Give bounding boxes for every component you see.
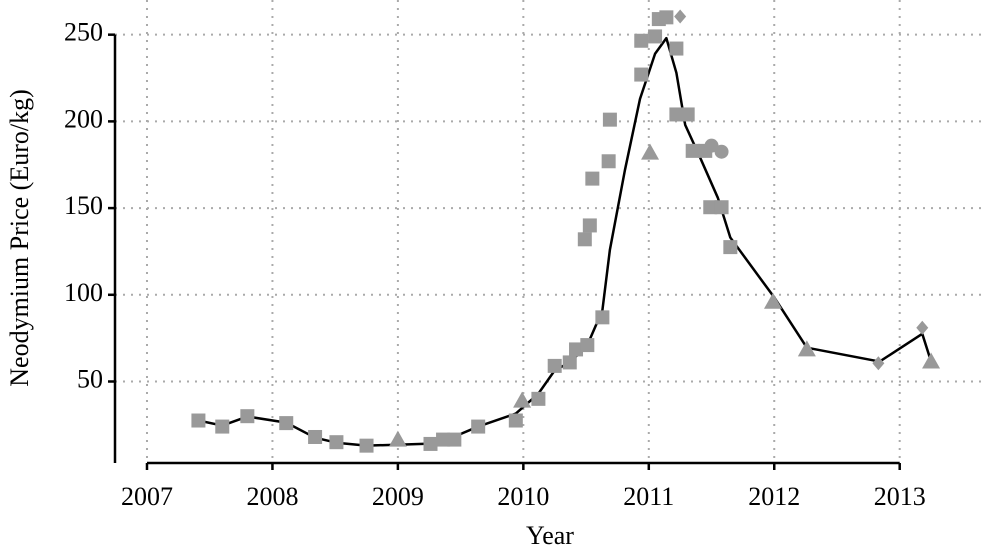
x-axis-label: Year [526,521,574,550]
y-tick-label: 200 [64,104,103,133]
y-axis-label: Neodymium Price (Euro/kg) [5,89,34,387]
diamond-marker [872,356,885,371]
x-tick-label: 2013 [874,482,926,511]
square-marker [279,416,294,431]
square-marker [359,438,374,453]
x-tick-label: 2010 [497,482,549,511]
square-marker [215,419,230,434]
square-marker [703,200,718,215]
square-marker [423,436,438,451]
circle-marker [714,144,729,159]
y-tick-label: 250 [64,18,103,47]
square-marker [669,107,684,122]
diamond-marker [916,320,929,335]
triangle-marker [922,352,941,369]
square-marker [240,409,255,424]
square-marker [585,171,600,186]
square-marker [714,200,729,215]
triangle-marker [763,292,782,309]
square-marker [602,112,617,127]
square-marker [680,107,695,122]
square-marker [601,154,616,169]
square-marker [308,429,323,444]
square-marker [580,338,595,353]
triangle-marker [513,391,532,408]
y-tick-label: 150 [64,191,103,220]
square-marker [634,33,649,48]
x-tick-label: 2011 [623,482,674,511]
square-marker [685,143,700,158]
square-marker [669,41,684,56]
square-marker [723,240,738,255]
x-tick-label: 2009 [372,482,424,511]
x-tick-label: 2012 [748,482,800,511]
square-marker [508,413,523,428]
triangle-marker [641,143,660,160]
triangle-marker [797,340,816,357]
square-marker [659,10,674,25]
square-marker [531,391,546,406]
square-marker [634,67,649,82]
square-marker [547,358,562,373]
square-marker [471,419,486,434]
square-marker [436,432,451,447]
diamond-marker [674,9,687,24]
triangle-marker [388,430,407,447]
square-marker [447,432,462,447]
x-tick-label: 2008 [246,482,298,511]
square-marker [569,342,584,357]
y-tick-label: 100 [64,278,103,307]
price-line [198,36,933,447]
square-marker [577,232,592,247]
square-marker [582,218,597,233]
square-marker [595,310,610,325]
square-marker [191,413,206,428]
x-tick-label: 2007 [121,482,173,511]
circle-marker [704,138,719,153]
square-marker [648,29,663,44]
y-tick-label: 50 [77,364,103,393]
square-marker [562,355,577,370]
square-marker [329,435,344,450]
